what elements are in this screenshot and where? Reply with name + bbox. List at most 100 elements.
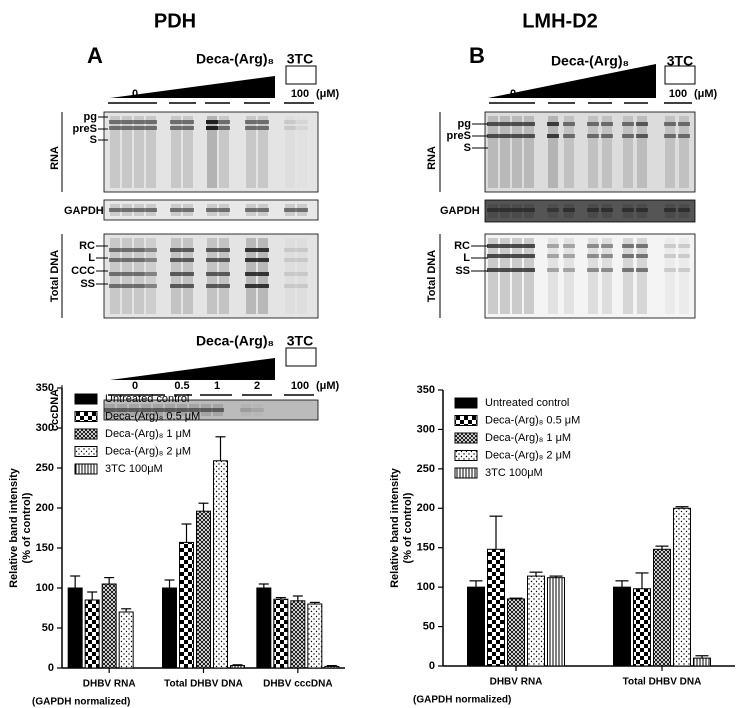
legend-label: Untreated control [105, 393, 189, 405]
smear [171, 116, 181, 188]
dose: 100 [291, 88, 309, 100]
label: cccDNA [49, 389, 61, 431]
panel-title: LMH-D2 [522, 10, 598, 32]
band [499, 244, 511, 248]
dose: 100 [669, 88, 687, 100]
wedge [110, 76, 275, 98]
band [587, 268, 599, 272]
band [121, 126, 133, 130]
band [547, 268, 559, 272]
wedge [110, 358, 275, 380]
band [206, 208, 218, 212]
bar [507, 598, 525, 667]
bar [84, 599, 100, 669]
smear [134, 116, 144, 188]
band [622, 254, 634, 258]
band [245, 284, 257, 288]
label: RNA [426, 146, 438, 170]
y-axis-label: (% of control) [21, 492, 33, 563]
band [140, 408, 152, 412]
band [587, 208, 599, 212]
band [664, 244, 676, 248]
smear [548, 238, 558, 314]
band [523, 208, 535, 212]
band [523, 122, 535, 126]
dose: 1 [597, 88, 603, 100]
legend-swatch [74, 393, 98, 405]
bar [230, 665, 245, 669]
smear [623, 238, 633, 314]
band [487, 208, 499, 212]
smear [146, 116, 156, 188]
band [170, 208, 182, 212]
band [547, 244, 559, 248]
control: 3TC [287, 333, 313, 349]
band [547, 208, 559, 212]
band [678, 134, 690, 138]
band [523, 254, 535, 258]
bar [213, 460, 228, 669]
box [664, 65, 696, 85]
bar [324, 665, 340, 669]
unit: (μM) [316, 380, 340, 392]
band [511, 244, 523, 248]
bar [118, 611, 134, 669]
band [499, 268, 511, 272]
band [182, 126, 194, 130]
y-axis-label: Relative band intensity [389, 467, 401, 588]
band [218, 120, 230, 124]
band [257, 208, 269, 212]
band [622, 208, 634, 212]
band [133, 248, 145, 252]
band [109, 120, 121, 124]
dose: 0 [132, 88, 138, 100]
band [182, 248, 194, 252]
band [678, 254, 690, 258]
y-tick-label: 100 [36, 582, 54, 594]
smear [665, 116, 675, 188]
legend-label: Deca-(Arg)₈ 2 μM [105, 445, 191, 457]
band [109, 208, 121, 212]
legend-swatch [454, 432, 478, 444]
smear [500, 238, 510, 314]
bar [527, 575, 545, 667]
band [284, 272, 296, 276]
band [170, 120, 182, 124]
smear [524, 116, 534, 188]
band [182, 284, 194, 288]
band-label: preS [73, 123, 97, 135]
blots [103, 111, 696, 421]
band [284, 284, 296, 288]
smear [564, 116, 574, 188]
label: Total DNA [49, 250, 61, 302]
band [245, 120, 257, 124]
band [257, 120, 269, 124]
gapdh-label: GAPDH [64, 205, 104, 217]
y-tick-label: 50 [42, 622, 54, 634]
band [587, 134, 599, 138]
band [587, 122, 599, 126]
band [121, 258, 133, 262]
band [547, 134, 559, 138]
dose: 0 [132, 380, 138, 392]
band [499, 134, 511, 138]
band [145, 272, 157, 276]
bar [273, 598, 289, 669]
band-label: pg [84, 111, 97, 123]
wedge [488, 64, 656, 98]
bar [633, 588, 651, 667]
band [296, 120, 308, 124]
band [547, 122, 559, 126]
dose: 1 [214, 88, 220, 100]
band [109, 284, 121, 288]
y-tick-label: 50 [423, 620, 435, 632]
legend-label: Untreated control [485, 397, 569, 409]
label: Total DNA [426, 250, 438, 302]
bar [179, 541, 194, 669]
band [487, 254, 499, 258]
smear [588, 116, 598, 188]
legend-swatch [74, 446, 98, 457]
band [296, 208, 308, 212]
band [678, 244, 690, 248]
